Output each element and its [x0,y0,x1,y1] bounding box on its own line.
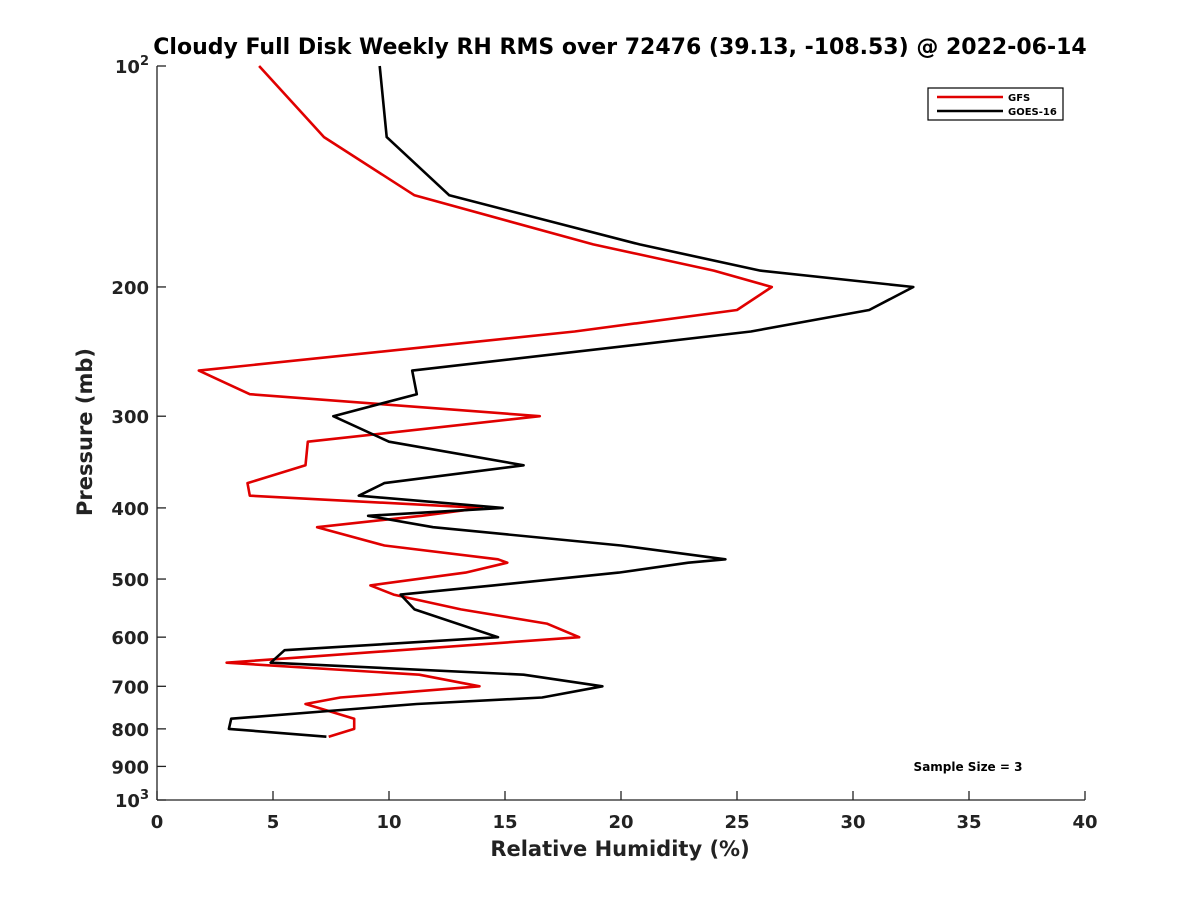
y-tick-label: 500 [111,570,149,591]
x-tick-label: 30 [840,812,865,833]
y-tick-label: 103 [115,788,149,812]
y-tick-label: 600 [111,628,149,649]
plot-lines [197,65,915,738]
y-tick-label: 800 [111,720,149,741]
x-axis-ticks: 0 5 10 15 20 25 30 35 40 [151,791,1098,833]
legend-box [927,87,1064,121]
series-line-goes16 [227,65,915,738]
y-axis-ticks: 102 200 300 400 500 600 700 800 900 103 [111,54,166,812]
y-tick-label: 700 [111,677,149,698]
legend-label-gfs: GFS [1008,93,1030,104]
y-tick-label: 300 [111,407,149,428]
x-tick-label: 5 [267,812,280,833]
y-tick-label: 102 [115,54,149,78]
y-axis-label: Pressure (mb) [73,348,97,516]
x-tick-label: 15 [492,812,517,833]
x-tick-label: 40 [1072,812,1097,833]
x-tick-label: 0 [151,812,164,833]
x-axis-label: Relative Humidity (%) [490,837,749,861]
y-tick-label: 200 [111,278,149,299]
y-tick-label: 900 [111,757,149,778]
x-tick-label: 35 [956,812,981,833]
x-tick-label: 20 [608,812,633,833]
x-tick-label: 25 [724,812,749,833]
axes [156,66,1085,801]
y-tick-label: 400 [111,499,149,520]
chart-title: Cloudy Full Disk Weekly RH RMS over 7247… [153,35,1086,60]
series-line-gfs [197,65,774,738]
x-tick-label: 10 [376,812,401,833]
sample-size-annotation: Sample Size = 3 [914,760,1023,774]
legend-label-goes16: GOES-16 [1008,107,1057,118]
legend: GFS GOES-16 [927,87,1064,121]
